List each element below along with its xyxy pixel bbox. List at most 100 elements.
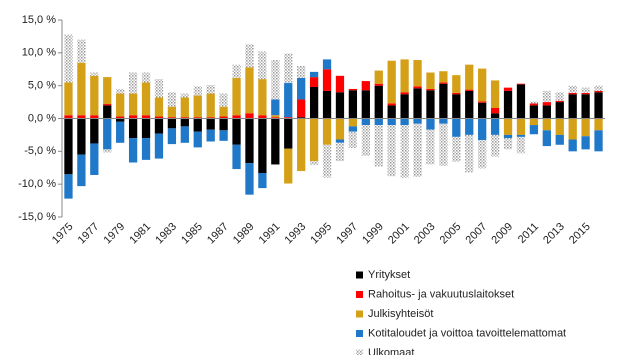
bar-segment <box>387 60 396 104</box>
bar-segment <box>322 144 332 178</box>
legend-label: Ulkomaat <box>368 347 414 355</box>
bar-segment <box>413 123 422 177</box>
bar-segment <box>116 88 125 94</box>
bar-segment <box>206 118 215 130</box>
x-tick-label: 1983 <box>153 221 179 247</box>
bar-segment <box>322 69 332 91</box>
bar-segment <box>439 82 448 84</box>
bar-segment <box>128 118 138 139</box>
bar-segment <box>232 115 241 119</box>
bar-segment <box>452 118 461 137</box>
x-tick-label: 1977 <box>76 221 102 247</box>
bar-segment <box>258 51 267 80</box>
x-tick-label: 1987 <box>205 221 231 247</box>
bar-segment <box>594 130 603 152</box>
bar-segment <box>154 118 164 134</box>
bar-segment <box>90 72 99 76</box>
bar-segment <box>322 59 332 70</box>
bar-segment <box>478 102 487 119</box>
bar-segment <box>516 84 526 119</box>
bar-segment <box>503 90 513 119</box>
bar-segment <box>180 117 189 119</box>
bar-segment <box>555 102 564 119</box>
bar-segment <box>542 102 551 106</box>
bar-segment <box>503 87 513 91</box>
bar-segment <box>77 39 86 63</box>
legend-label: Rahoitus- ja vakuutuslaitokset <box>368 288 514 300</box>
bar-segment <box>335 92 345 119</box>
bar-segment <box>309 161 319 166</box>
bar-segment <box>516 136 526 154</box>
bar-segment <box>154 79 164 98</box>
bar-segment <box>542 90 551 103</box>
bar-segment <box>167 106 177 118</box>
bar-segment <box>335 75 345 93</box>
bar-segment <box>465 134 474 173</box>
bar-segment <box>555 118 564 135</box>
legend-swatch <box>356 330 363 337</box>
legend-swatch <box>356 310 363 318</box>
y-tick-label: 5,0 % <box>28 80 56 92</box>
bar-segment <box>426 72 435 89</box>
bar-segment <box>542 118 551 131</box>
bar-segment <box>141 82 151 116</box>
bar-segment <box>439 71 448 83</box>
y-tick-label: 15,0 % <box>22 14 56 26</box>
bar-segment <box>387 118 396 126</box>
bar-segment <box>581 118 590 137</box>
bar-segment <box>516 83 526 85</box>
bar-segment <box>77 115 86 119</box>
x-tick-label: 1979 <box>102 221 128 247</box>
bar-segment <box>374 70 383 84</box>
bar-segment <box>77 154 86 187</box>
bar-segment <box>465 118 474 135</box>
bar-segment <box>103 104 112 106</box>
bar-segment <box>116 93 125 117</box>
legend-label: Kotitaloudet ja voittoa tavoittelemattom… <box>368 327 566 339</box>
bar-segment <box>193 131 202 148</box>
x-tick-label: 2011 <box>516 221 541 246</box>
bar-segment <box>581 94 590 119</box>
bar-segment <box>529 101 539 104</box>
bar-segment <box>465 90 474 119</box>
bar-segment <box>232 77 241 116</box>
bar-segment <box>284 117 293 119</box>
bar-segment <box>206 117 215 119</box>
bar-segment <box>452 136 461 162</box>
bar-segment <box>128 72 138 94</box>
bar-segment <box>309 86 319 119</box>
bar-segment <box>206 85 215 94</box>
bar-segment <box>232 64 241 78</box>
bar-segment <box>154 116 164 119</box>
bar-segment <box>335 139 345 143</box>
bar-segment <box>258 115 267 119</box>
bar-segment <box>180 118 189 127</box>
x-tick-label: 1997 <box>334 221 360 247</box>
bar-segment <box>478 68 487 102</box>
x-tick-label: 1999 <box>360 221 386 247</box>
bar-segment <box>64 34 73 83</box>
bar-segment <box>284 118 293 149</box>
bar-segment <box>206 129 215 142</box>
bar-segment <box>167 128 177 145</box>
bar-segment <box>361 118 370 126</box>
bar-segment <box>335 142 345 162</box>
bar-segment <box>245 118 254 164</box>
bar-segment <box>516 118 526 135</box>
legend-swatch <box>356 349 363 355</box>
bar-segment <box>452 94 461 119</box>
bar-segment <box>529 118 539 126</box>
bar-segment <box>374 118 383 126</box>
bar-segment <box>167 92 177 107</box>
x-tick-label: 2003 <box>412 221 438 247</box>
x-tick-label: 1995 <box>308 221 334 247</box>
bar-segment <box>232 118 241 145</box>
bar-segment <box>465 64 474 90</box>
bar-segment <box>77 118 86 155</box>
bar-segment <box>64 82 73 116</box>
bar-segment <box>180 93 189 98</box>
bar-segment <box>103 118 112 150</box>
bar-segment <box>529 125 539 135</box>
bar-segment <box>284 53 293 84</box>
bar-segment <box>309 118 319 162</box>
